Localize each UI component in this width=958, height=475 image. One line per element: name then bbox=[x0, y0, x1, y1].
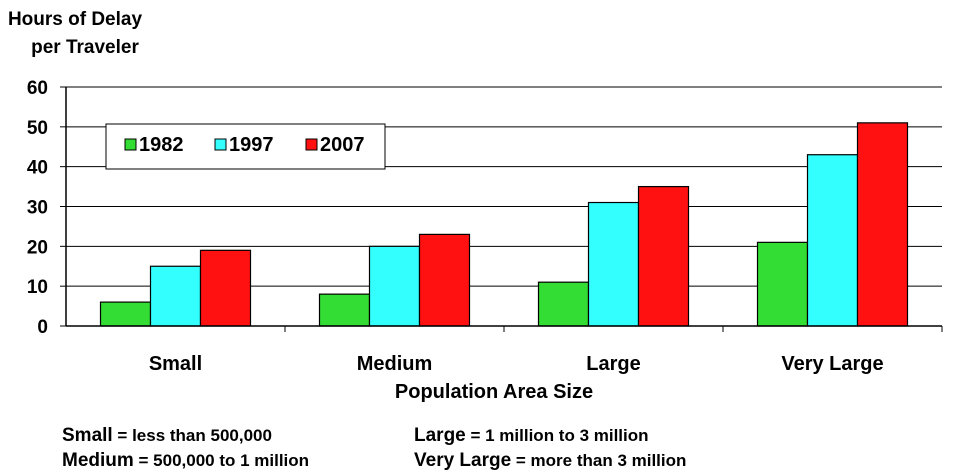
legend-box bbox=[105, 123, 386, 170]
y-tick-label: 10 bbox=[27, 277, 48, 298]
note-medium: Medium = 500,000 to 1 million bbox=[62, 450, 309, 472]
y-axis-label-line-2: per Traveler bbox=[31, 37, 139, 58]
legend: 1982 1997 2007 bbox=[105, 123, 386, 170]
note-text: = more than 3 million bbox=[511, 451, 687, 470]
note-small: Small = less than 500,000 bbox=[62, 425, 272, 447]
y-tick-label: 20 bbox=[27, 237, 48, 258]
bar bbox=[149, 265, 202, 327]
x-axis-label: Population Area Size bbox=[395, 381, 593, 403]
axes bbox=[65, 87, 943, 332]
legend-swatch bbox=[305, 138, 318, 151]
y-tick-label: 50 bbox=[27, 118, 48, 139]
note-key: Large bbox=[414, 425, 466, 446]
bar bbox=[199, 249, 252, 327]
bar bbox=[806, 154, 859, 327]
legend-label: 1982 bbox=[139, 134, 184, 156]
legend-swatch bbox=[124, 138, 137, 151]
bar bbox=[587, 201, 640, 327]
category-label: Very Large bbox=[781, 353, 883, 375]
y-tick-label: 0 bbox=[37, 317, 48, 338]
note-text: = less than 500,000 bbox=[112, 426, 272, 445]
bar bbox=[537, 281, 590, 327]
y-tick-label: 40 bbox=[27, 158, 48, 179]
y-tick-labels: 0 10 20 30 40 50 60 bbox=[27, 78, 48, 338]
note-key: Medium bbox=[62, 450, 134, 471]
bar bbox=[418, 233, 471, 327]
legend-label: 1997 bbox=[229, 134, 274, 156]
bars bbox=[99, 122, 909, 327]
note-text: = 500,000 to 1 million bbox=[133, 451, 310, 470]
bar bbox=[856, 122, 909, 327]
category-label: Small bbox=[149, 353, 202, 375]
bar bbox=[99, 301, 152, 327]
bar bbox=[637, 185, 690, 327]
note-key: Very Large bbox=[414, 450, 512, 471]
note-very-large: Very Large = more than 3 million bbox=[414, 450, 686, 472]
y-tick-label: 60 bbox=[27, 78, 48, 99]
bar bbox=[318, 293, 371, 327]
y-tick-label: 30 bbox=[27, 198, 48, 219]
note-text: = 1 million to 3 million bbox=[465, 426, 649, 445]
bar bbox=[368, 245, 421, 327]
bar bbox=[756, 241, 809, 327]
category-label: Large bbox=[586, 353, 640, 375]
note-key: Small bbox=[62, 425, 113, 446]
y-axis-label-line-1: Hours of Delay bbox=[8, 9, 143, 30]
legend-swatch bbox=[214, 138, 227, 151]
category-labels: Small Medium Large Very Large bbox=[149, 353, 884, 375]
note-large: Large = 1 million to 3 million bbox=[414, 425, 649, 447]
category-label: Medium bbox=[357, 353, 433, 375]
legend-label: 2007 bbox=[320, 134, 365, 156]
